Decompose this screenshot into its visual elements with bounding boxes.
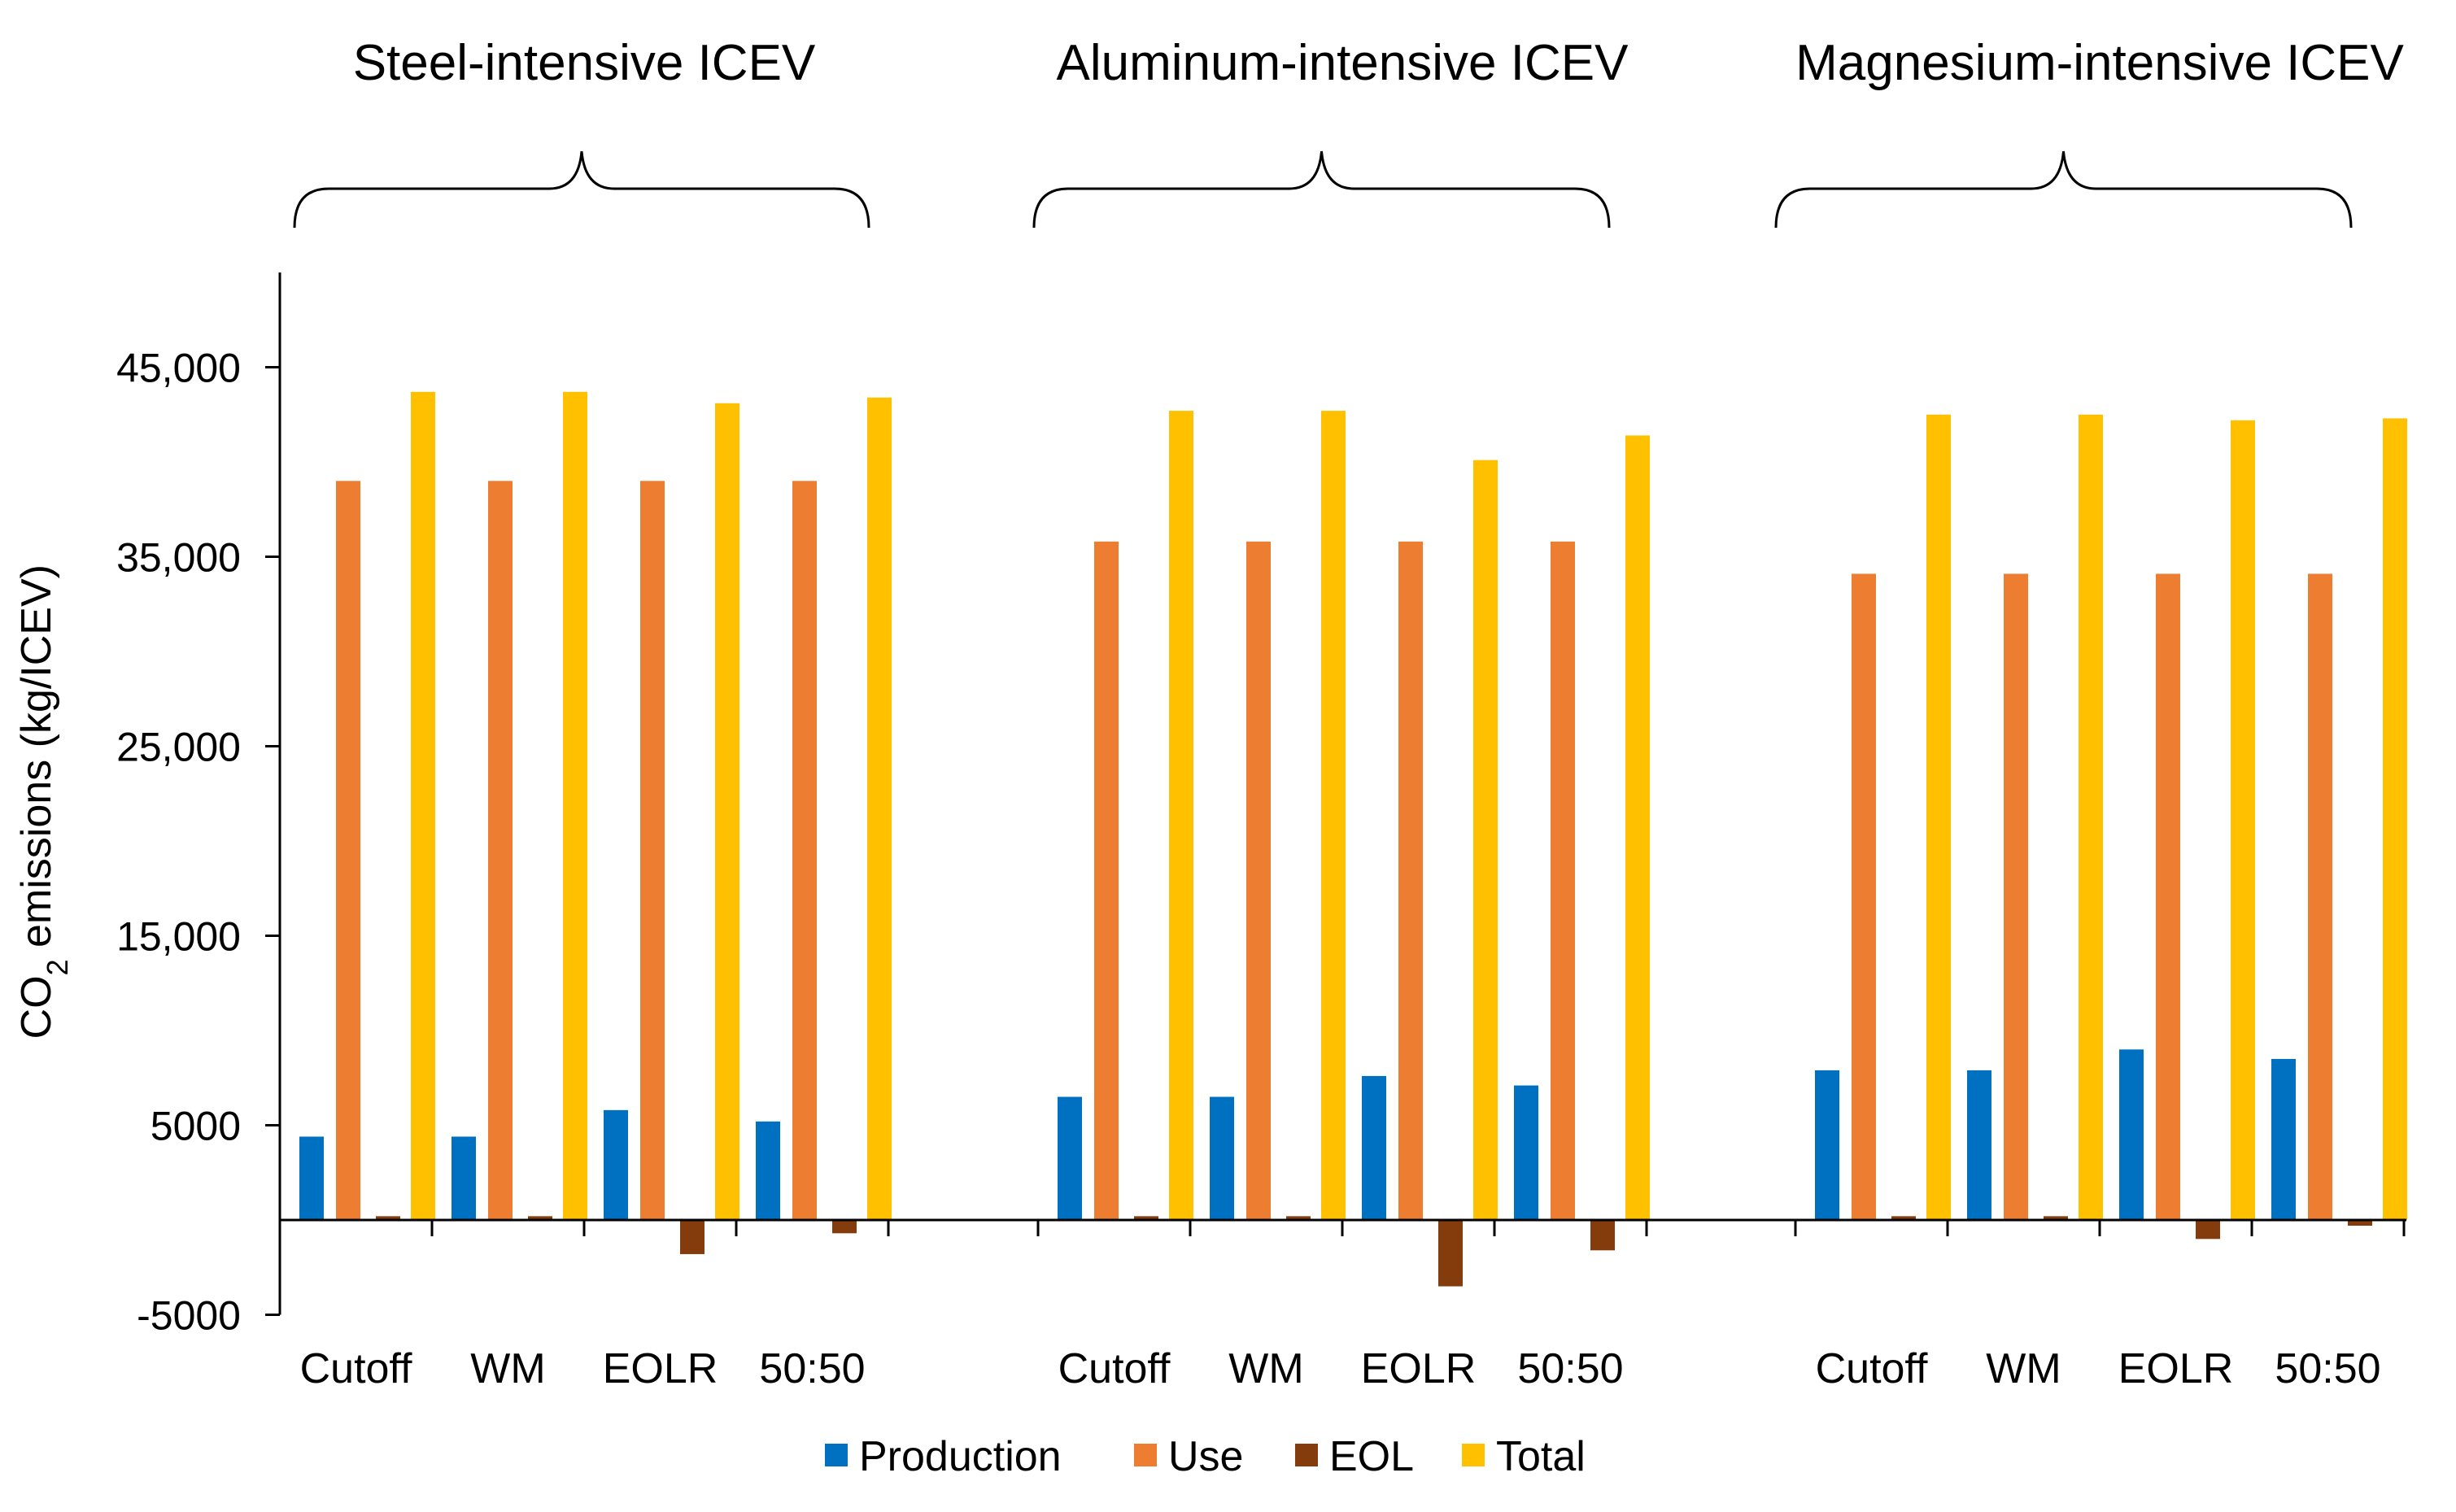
bar-total — [1321, 411, 1346, 1221]
legend: Production Use EOL Total — [825, 1433, 1586, 1480]
bar-use — [1852, 573, 1876, 1220]
group-titles: Steel-intensive ICEV Aluminum-intensive I… — [353, 35, 2405, 91]
group-bracket — [1774, 150, 2353, 229]
x-category-label: WM — [470, 1345, 545, 1392]
group-title: Aluminum-intensive ICEV — [1057, 35, 1629, 91]
bar-use — [792, 481, 817, 1220]
legend-label: Use — [1168, 1433, 1243, 1480]
bar-use — [336, 481, 360, 1220]
bar-production — [452, 1136, 476, 1220]
bar-eol — [1891, 1216, 1916, 1220]
bar-production — [1967, 1070, 1991, 1220]
legend-swatch — [825, 1444, 848, 1466]
bar-use — [2004, 573, 2028, 1220]
bar-eol — [376, 1216, 400, 1220]
x-category-label: EOLR — [1361, 1345, 1477, 1392]
x-category-labels: Cutoff WM EOLR 50:50 Cutoff WM EOLR 50:50 Cutoff… — [300, 1345, 2381, 1392]
bar-use — [1246, 541, 1271, 1220]
bar-eol — [680, 1220, 705, 1254]
bar-production — [2119, 1049, 2144, 1220]
x-category-label: WM — [1986, 1345, 2061, 1392]
bar-use — [2156, 573, 2180, 1220]
legend-swatch — [1462, 1444, 1485, 1466]
y-tick-label: -5000 — [137, 1293, 241, 1339]
bar-total — [2383, 418, 2407, 1220]
bar-use — [488, 481, 513, 1220]
bar-use — [1551, 541, 1575, 1220]
bar-eol — [2348, 1220, 2372, 1226]
y-tick-label: 15,000 — [116, 914, 241, 960]
bar-total — [1625, 435, 1650, 1220]
bar-production — [299, 1136, 324, 1220]
y-tick-label: 25,000 — [116, 725, 241, 770]
legend-swatch — [1295, 1444, 1318, 1466]
bar-total — [715, 403, 739, 1220]
y-tick-label: 5000 — [151, 1104, 241, 1149]
bar-total — [2079, 414, 2103, 1220]
group-bracket — [293, 150, 870, 229]
bar-use — [1398, 541, 1423, 1220]
bar-eol — [1590, 1220, 1615, 1251]
bar-use — [1094, 541, 1119, 1220]
x-category-label: 50:50 — [2275, 1345, 2380, 1392]
bar-total — [1473, 460, 1498, 1220]
bar-eol — [1134, 1216, 1158, 1220]
bar-total — [2231, 420, 2255, 1220]
bar-production — [1815, 1070, 1839, 1220]
y-tick-label: 45,000 — [116, 346, 241, 391]
group-title: Magnesium-intensive ICEV — [1795, 35, 2404, 91]
bar-eol — [832, 1220, 857, 1234]
bar-eol — [528, 1216, 552, 1220]
bar-production — [1058, 1096, 1082, 1220]
x-category-label: EOLR — [2118, 1345, 2234, 1392]
group-brackets — [293, 150, 2353, 229]
y-axis-title: CO2 emissions (kg/ICEV) — [13, 564, 74, 1039]
x-category-label: Cutoff — [1816, 1345, 1928, 1392]
x-category-label: EOLR — [603, 1345, 718, 1392]
legend-label: EOL — [1329, 1433, 1414, 1480]
x-category-label: WM — [1228, 1345, 1303, 1392]
bars — [299, 391, 2407, 1287]
bar-production — [1210, 1096, 1234, 1220]
bar-production — [756, 1121, 780, 1220]
legend-label: Production — [859, 1433, 1062, 1480]
x-category-label: Cutoff — [1058, 1345, 1171, 1392]
bar-total — [411, 391, 435, 1220]
bar-production — [1362, 1075, 1386, 1220]
y-tick-label: 35,000 — [116, 535, 241, 581]
y-axis-label: CO2 emissions (kg/ICEV) — [13, 564, 74, 1039]
legend-swatch — [1134, 1444, 1157, 1466]
axes — [265, 272, 2406, 1316]
group-title: Steel-intensive ICEV — [353, 35, 816, 91]
bar-total — [1926, 414, 1951, 1220]
group-bracket — [1032, 150, 1611, 229]
bar-eol — [2196, 1220, 2220, 1240]
x-category-label: 50:50 — [1517, 1345, 1623, 1392]
bar-production — [2271, 1058, 2296, 1220]
bar-production — [1514, 1085, 1538, 1220]
bar-use — [640, 481, 665, 1220]
legend-label: Total — [1496, 1433, 1586, 1480]
bar-total — [563, 391, 587, 1220]
bar-use — [2308, 573, 2332, 1220]
bar-production — [604, 1109, 628, 1220]
bar-eol — [2044, 1216, 2068, 1220]
x-category-label: Cutoff — [300, 1345, 412, 1392]
x-category-label: 50:50 — [759, 1345, 865, 1392]
y-tick-labels: -5000 5000 15,000 25,000 35,000 45,000 — [116, 346, 241, 1339]
bar-total — [867, 397, 892, 1220]
bar-total — [1169, 411, 1193, 1221]
bar-eol — [1438, 1220, 1463, 1287]
bar-eol — [1286, 1216, 1311, 1220]
